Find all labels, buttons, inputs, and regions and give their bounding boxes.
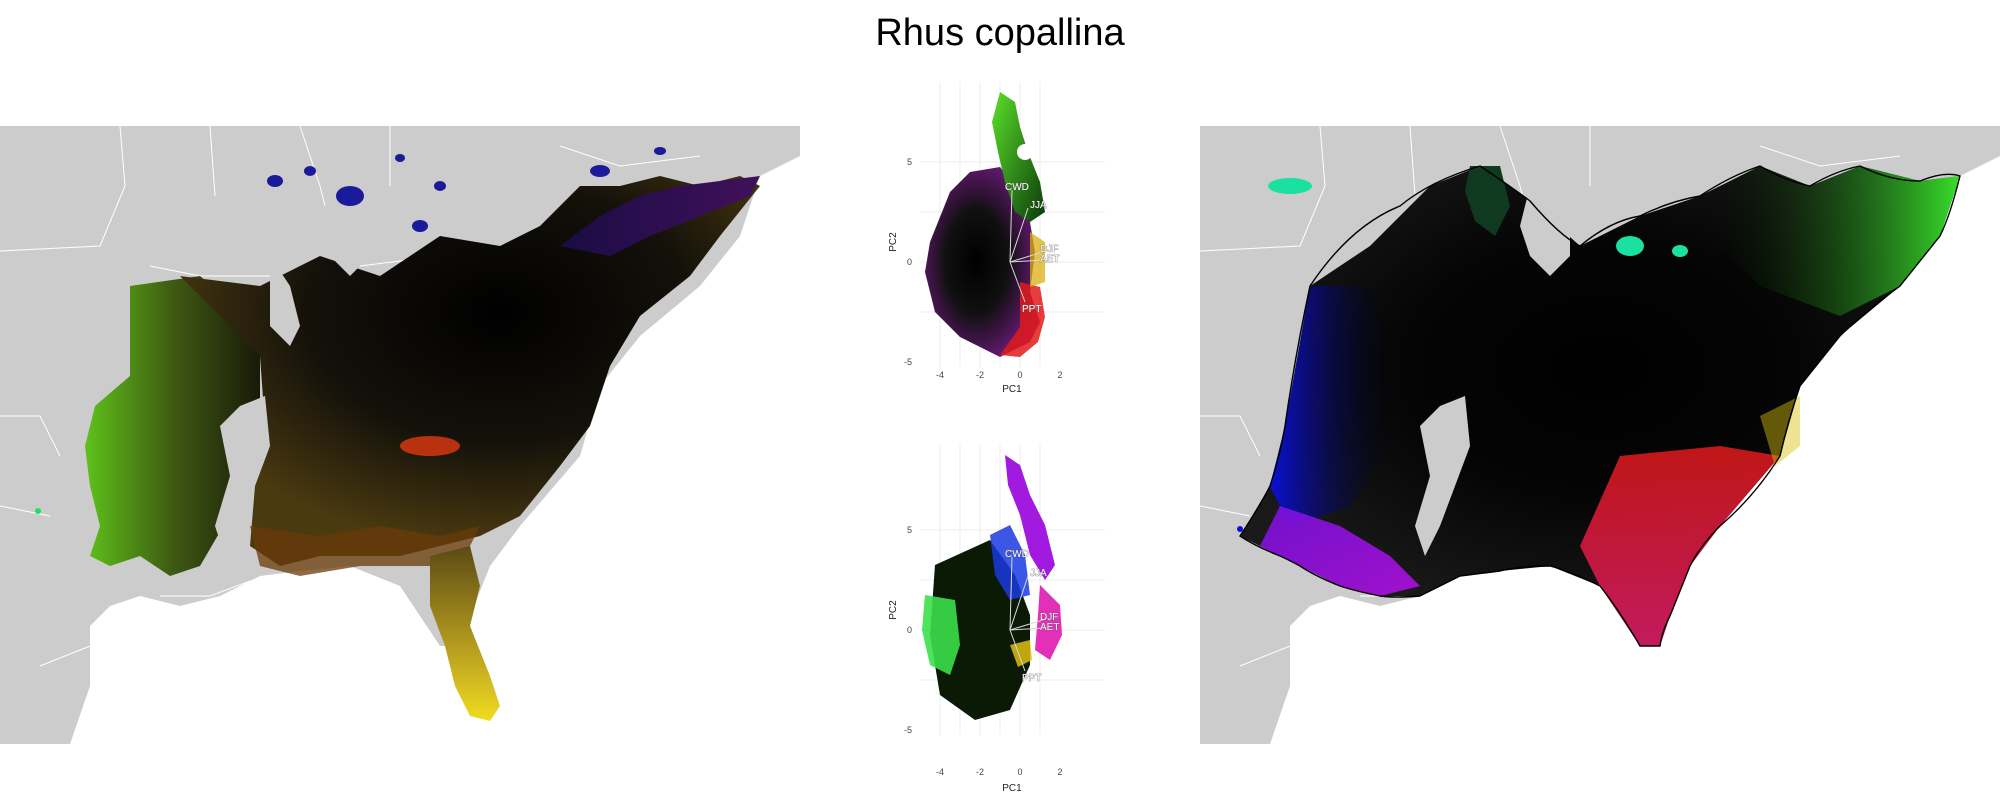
hull-sw-purple	[1260, 506, 1420, 596]
pca-bottom-magenta-lobe	[1035, 585, 1062, 660]
range-northeast	[560, 176, 760, 256]
pca-top-green-lobe	[992, 92, 1045, 222]
vector-label-ppt: PPT	[1022, 673, 1041, 684]
pca-plot-top: CWD JJA DJF AET PPT -4 -2 0 2 5 0 -5 PC1…	[880, 72, 1120, 434]
x-tick: 0	[1017, 370, 1022, 380]
y-tick: -5	[904, 357, 912, 367]
vector-label-jja: JJA	[1030, 200, 1047, 211]
vector-label-djf: DJF	[1040, 244, 1058, 255]
pca-top-vectors	[1009, 189, 1046, 303]
northern-outliers	[1268, 178, 1688, 257]
y-tick: 5	[907, 157, 912, 167]
lake-gap-2	[1465, 166, 1510, 236]
hull-se-yellow	[1760, 396, 1800, 466]
outlier-point	[35, 508, 41, 514]
pca-bottom-yellow-lobe	[1010, 640, 1032, 667]
y-tick: 0	[907, 257, 912, 267]
red-hotspot	[400, 436, 460, 456]
range-west	[85, 276, 260, 576]
pca-bottom-purple-lobe	[1005, 455, 1055, 580]
hull-west-blue	[1270, 286, 1400, 526]
y-tick: 5	[907, 525, 912, 535]
vector-label-jja: JJA	[1030, 568, 1047, 579]
x-axis-title: PC1	[1002, 783, 1022, 794]
figure-title: Rhus copallina	[875, 12, 1125, 54]
x-axis-title: PC1	[1002, 384, 1022, 395]
range-florida	[430, 546, 500, 721]
left-range-map	[0, 126, 800, 744]
right-range-map	[1200, 126, 2000, 744]
northern-outliers	[267, 147, 666, 232]
pca-top-red-lobe	[1000, 282, 1045, 357]
hull-south-red	[1580, 446, 1780, 646]
hull-ne-green	[1700, 166, 1960, 316]
vector-label-aet: AET	[1040, 622, 1059, 633]
pca-top-hole	[1017, 144, 1033, 160]
mississippi-gap	[215, 396, 270, 556]
lake-gap-2	[270, 256, 300, 346]
vector-label-ppt: PPT	[1022, 304, 1041, 315]
x-tick: -4	[936, 370, 944, 380]
pca-bottom-vectors	[1009, 556, 1046, 672]
range-central	[180, 176, 760, 566]
mississippi-gap	[1415, 396, 1470, 556]
vector-label-cwd: CWD	[1005, 549, 1029, 560]
x-tick: -2	[976, 767, 984, 777]
pca-bottom-green-lobe	[922, 595, 960, 675]
vector-label-djf: DJF	[1040, 612, 1058, 623]
y-axis-title: PC2	[888, 600, 899, 620]
lake-michigan-gap	[1520, 166, 1570, 276]
left-map-svg	[0, 126, 800, 744]
x-tick: 0	[1017, 767, 1022, 777]
x-tick: 2	[1057, 370, 1062, 380]
hull-outline	[1239, 165, 1961, 647]
vector-label-aet: AET	[1040, 254, 1059, 265]
range-south	[250, 526, 480, 576]
outlier-point	[1237, 526, 1243, 532]
vector-label-cwd: CWD	[1005, 182, 1029, 193]
pca-top-svg: CWD JJA DJF AET PPT -4 -2 0 2 5 0 -5 PC1…	[888, 82, 1105, 395]
pca-bottom-blue-lobe	[990, 525, 1030, 600]
y-axis-title: PC2	[888, 232, 899, 252]
right-map-svg	[1200, 126, 2000, 744]
x-tick: 2	[1057, 767, 1062, 777]
pca-top-yellow-lobe	[1030, 232, 1045, 287]
x-tick: -2	[976, 370, 984, 380]
x-tick: -4	[936, 767, 944, 777]
y-tick: 0	[907, 625, 912, 635]
pca-plot-bottom: CWD JJA DJF AET PPT -4 -2 0 2 5 0 -5 PC1…	[880, 435, 1120, 797]
pca-bottom-svg: CWD JJA DJF AET PPT -4 -2 0 2 5 0 -5 PC1…	[888, 445, 1105, 794]
y-tick: -5	[904, 725, 912, 735]
